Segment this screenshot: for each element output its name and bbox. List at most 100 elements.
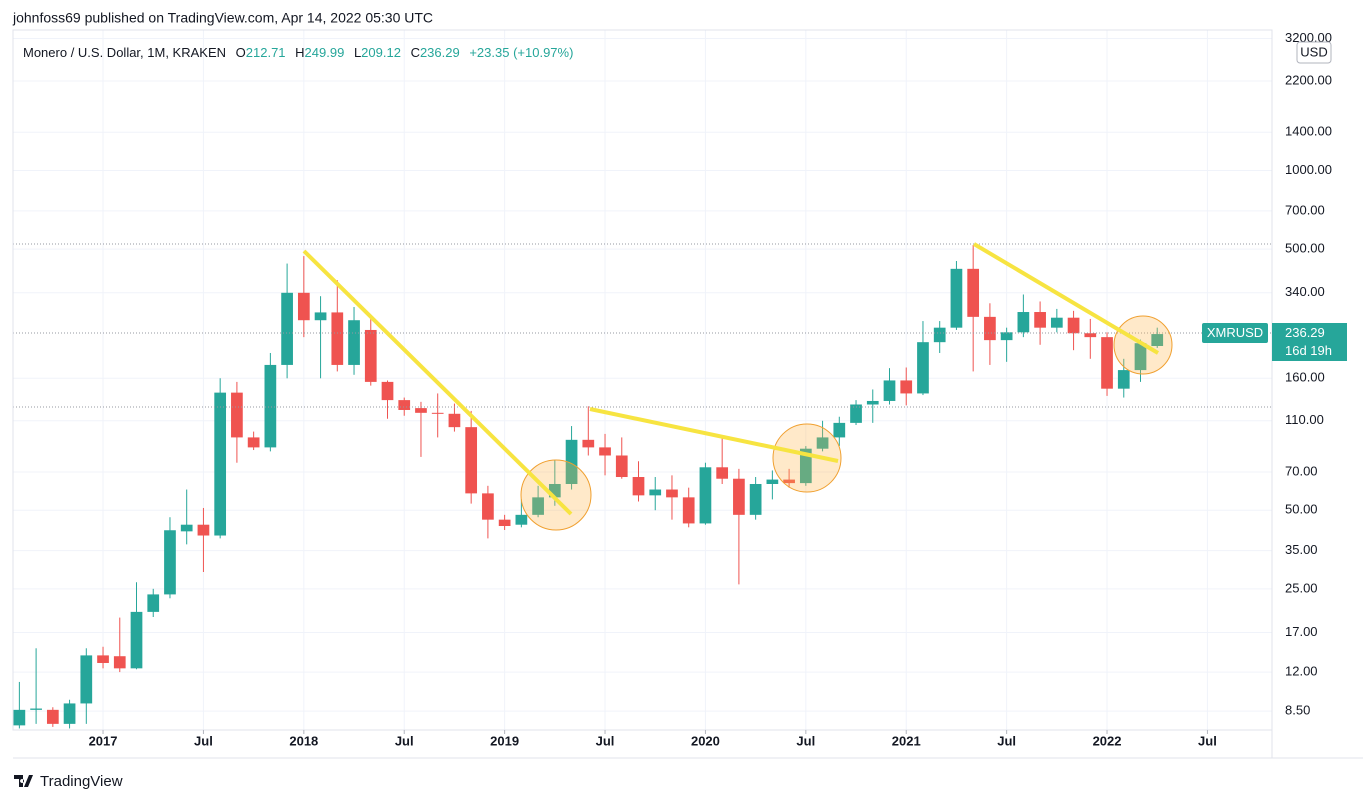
candle-body (582, 439, 595, 448)
ohlc-value: 236.29 (420, 45, 460, 60)
y-tick-label: 35.00 (1285, 542, 1318, 557)
candle-body (866, 400, 879, 405)
legend-header: Monero / U.S. Dollar, 1M, KRAKEN O212.71… (23, 45, 573, 60)
candle-body (130, 611, 143, 669)
y-tick-label: 50.00 (1285, 502, 1318, 517)
change: +23.35 (+10.97%) (469, 45, 573, 60)
candle-body (649, 489, 662, 496)
candle-body (180, 524, 193, 532)
candle-body (46, 709, 59, 724)
candle-body (415, 408, 427, 413)
y-tick-label: 25.00 (1285, 580, 1318, 595)
logo-mark (14, 775, 33, 787)
y-tick-label: 17.00 (1285, 624, 1318, 639)
candle-body (231, 392, 243, 438)
candle-body (482, 493, 494, 520)
currency: USD (1300, 44, 1327, 59)
x-tick-label: 2022 (1093, 733, 1122, 748)
candle-body (850, 404, 862, 423)
x-tick-label: Jul (1198, 733, 1217, 748)
axes: 8.50 12.00 17.00 25.00 35.00 50.00 70.00 110.00… (89, 30, 1332, 748)
y-tick-label: 160.00 (1285, 370, 1325, 385)
y-tick-label: 340.00 (1285, 284, 1325, 299)
x-tick-label: 2020 (691, 733, 720, 748)
candle-body (950, 268, 963, 328)
symbol-badge (1202, 323, 1268, 343)
candle-body (1134, 343, 1147, 371)
candle-body (197, 524, 210, 536)
x-tick-label: 2019 (490, 733, 519, 748)
candle-body (515, 514, 528, 525)
ohlc-value: 249.99 (305, 45, 345, 60)
candle-body (164, 530, 176, 595)
highlight-circle (772, 423, 842, 493)
candle-body (933, 327, 946, 343)
publisher-line: johnfoss69 published on TradingView.com,… (12, 10, 433, 26)
x-tick-label: 2018 (289, 733, 318, 748)
candle-body (431, 412, 444, 414)
ohlc-key: O (236, 45, 246, 60)
highlight-circle (520, 459, 592, 531)
ohlc-value: 212.71 (246, 45, 286, 60)
ohlc-key: H (295, 45, 304, 60)
candle-body (247, 437, 260, 448)
y-tick-label: 2200.00 (1285, 72, 1332, 87)
trend-line (589, 407, 839, 463)
grid (13, 30, 1272, 730)
plot-area (13, 245, 1164, 729)
candle-body (1000, 332, 1013, 341)
candle-body (348, 320, 360, 365)
candle-body (1017, 312, 1030, 333)
candle-body (632, 477, 645, 496)
candle-body (967, 268, 980, 317)
candle-body (749, 483, 762, 515)
candle-body (816, 437, 829, 449)
countdown: 16d 19h (1285, 343, 1332, 358)
candle-body (833, 422, 846, 438)
candle-body (97, 655, 109, 663)
candle-body (565, 439, 578, 484)
candle-body (984, 316, 996, 341)
candle-body (281, 292, 293, 365)
candle-body (1117, 370, 1130, 389)
candle-body (900, 380, 913, 394)
candle-body (331, 312, 344, 365)
y-tick-label: 12.00 (1285, 664, 1318, 679)
candle-body (699, 467, 712, 524)
x-tick-label: Jul (796, 733, 815, 748)
trend-line (302, 249, 573, 516)
symbol-label: XMRUSD (1207, 325, 1263, 340)
candle-body (498, 519, 511, 527)
currency-box[interactable] (1296, 41, 1332, 64)
candle-body (548, 483, 561, 498)
candle-body (214, 392, 227, 536)
candle-body (1067, 317, 1080, 334)
y-tick-label: 700.00 (1285, 202, 1325, 217)
plot-border (12, 29, 1273, 731)
candle-body (1034, 312, 1046, 328)
x-tick-label: 2021 (892, 733, 921, 748)
candle-body (716, 467, 729, 479)
candle-body (766, 479, 779, 484)
candle-body (883, 380, 896, 401)
candle-body (733, 478, 745, 515)
candle-body (465, 427, 478, 494)
candle-body (682, 497, 695, 524)
candle-body (1151, 334, 1164, 346)
candle-body (63, 703, 76, 724)
price-badge (1272, 323, 1347, 361)
y-tick-label: 8.50 (1285, 703, 1310, 718)
candle-body (799, 448, 812, 484)
x-tick-label: Jul (395, 733, 414, 748)
ohlc-value: 209.12 (361, 45, 401, 60)
brand-logo: TradingView (14, 773, 123, 790)
y-tick-label: 1000.00 (1285, 162, 1332, 177)
x-tick-label: Jul (194, 733, 213, 748)
drawings (13, 242, 1272, 531)
trend-line (972, 242, 1160, 355)
symbol-title: Monero / U.S. Dollar, 1M, KRAKEN (23, 45, 226, 60)
ohlc-key: L (354, 45, 361, 60)
y-tick-label: 1400.00 (1285, 124, 1332, 139)
candle-body (448, 413, 461, 428)
x-tick-label: Jul (596, 733, 615, 748)
